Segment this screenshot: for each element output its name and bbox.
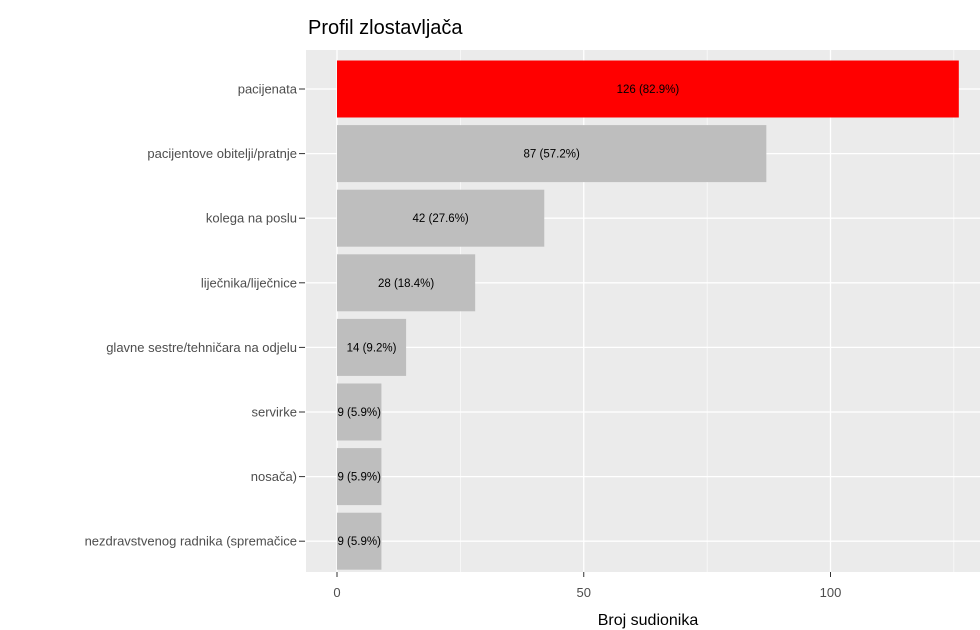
x-tick-label: 0	[333, 585, 340, 600]
bar	[337, 383, 382, 441]
bar-value-label: 9 (5.9%)	[337, 472, 381, 484]
bars	[337, 60, 959, 570]
bar	[337, 448, 382, 506]
bar-value-label: 9 (5.9%)	[337, 407, 381, 419]
category-label: nosača)	[251, 469, 297, 484]
category-label: glavne sestre/tehničara na odjelu	[106, 340, 297, 355]
bar	[337, 125, 767, 183]
bar-value-label: 42 (27.6%)	[413, 213, 469, 225]
bar	[337, 512, 382, 570]
category-label: liječnika/liječnice	[201, 275, 297, 290]
category-label: nezdravstvenog radnika (spremačice	[85, 534, 297, 549]
x-tick-label: 50	[577, 585, 591, 600]
bar-value-labels: 126 (82.9%) 87 (57.2%) 42 (27.6%) 28 (18.4%…	[337, 84, 679, 548]
bar	[337, 189, 545, 247]
category-label: servirke	[251, 405, 297, 420]
bar-value-label: 28 (18.4%)	[378, 278, 434, 290]
x-axis-title: Broj sudionika	[598, 612, 699, 629]
x-tick-label: 100	[820, 585, 842, 600]
bar	[337, 60, 959, 118]
bar-value-label: 9 (5.9%)	[337, 536, 381, 548]
y-axis: pacijenata pacijentove obitelji/pratnje ko…	[85, 82, 305, 549]
bar-value-label: 87 (57.2%)	[524, 149, 580, 161]
category-label: pacijentove obitelji/pratnje	[147, 146, 297, 161]
bar-value-label: 126 (82.9%)	[617, 84, 680, 96]
bar-value-label: 14 (9.2%)	[347, 342, 397, 354]
category-label: pacijenata	[238, 82, 298, 97]
bar	[337, 254, 476, 312]
category-label: kolega na poslu	[206, 211, 297, 226]
bar	[337, 318, 407, 376]
x-axis: 0 50 100	[333, 572, 841, 600]
chart-title: Profil zlostavljača	[308, 17, 463, 39]
